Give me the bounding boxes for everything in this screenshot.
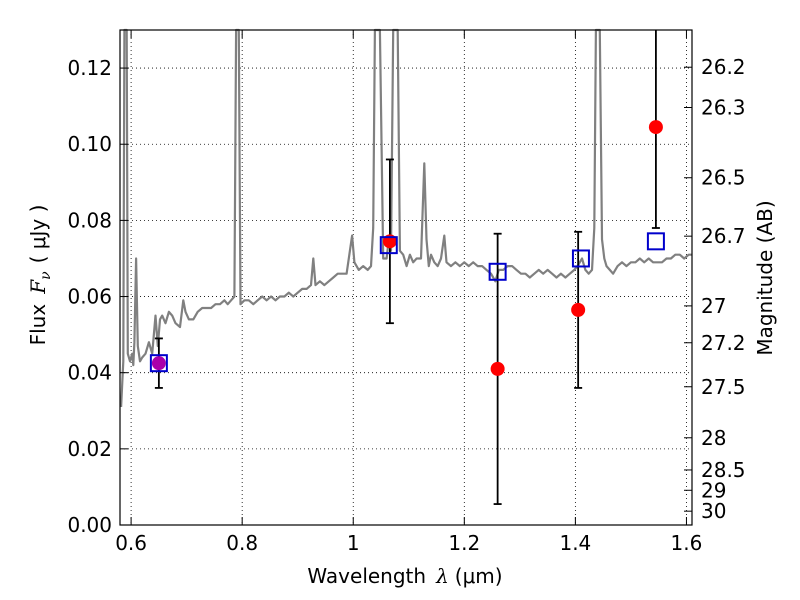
observed-point bbox=[490, 361, 505, 376]
y-tick-label: 0.02 bbox=[67, 437, 112, 461]
magnitude-tick-label: 27.5 bbox=[701, 375, 746, 399]
model-photometry-square bbox=[571, 249, 590, 268]
grid bbox=[120, 30, 692, 526]
y-axis-label-prefix: Flux bbox=[26, 304, 50, 346]
magnitude-tick-label: 28.5 bbox=[701, 458, 746, 482]
model-photometry-layer bbox=[149, 232, 665, 373]
y-axis-label: Flux Fν ( μJy ) bbox=[26, 205, 54, 346]
magnitude-tick-label: 28 bbox=[701, 426, 726, 450]
y-axis-ticks: 0.00 0.02 0.04 0.06 0.08 0.10 0.12 bbox=[67, 56, 128, 537]
y-tick-label: 0.00 bbox=[67, 513, 112, 537]
magnitude-tick-label: 27.2 bbox=[701, 331, 746, 355]
observed-points-layer bbox=[151, 120, 663, 376]
y-tick-label: 0.04 bbox=[67, 361, 112, 385]
magnitude-tick-label: 26.7 bbox=[701, 224, 746, 248]
y-axis-label-symbol: F bbox=[26, 279, 50, 295]
y-axis-label-units: ( μJy ) bbox=[26, 205, 50, 264]
observed-point bbox=[648, 120, 663, 135]
model-photometry-square bbox=[488, 262, 507, 281]
magnitude-tick-label: 30 bbox=[701, 499, 726, 523]
magnitude-tick-label: 26.2 bbox=[701, 55, 746, 79]
x-axis-label-prefix: Wavelength bbox=[307, 564, 426, 588]
observed-point bbox=[151, 356, 166, 371]
model-photometry-square bbox=[646, 232, 665, 251]
plot-frame bbox=[119, 29, 693, 526]
observed-point bbox=[571, 302, 586, 317]
x-axis-label-symbol: λ bbox=[435, 564, 449, 588]
x-axis-ticks: 0.6 0.8 1 1.2 1.4 1.6 bbox=[115, 30, 702, 555]
model-spectrum-layer bbox=[120, 28, 692, 408]
x-tick-label: 0.6 bbox=[115, 531, 147, 555]
model-spectrum-line bbox=[120, 28, 692, 408]
magnitude-tick-label: 27 bbox=[701, 294, 726, 318]
y-tick-label: 0.12 bbox=[67, 56, 112, 80]
x-tick-label: 1 bbox=[347, 531, 360, 555]
magnitude-tick-label: 29 bbox=[701, 478, 726, 502]
model-photometry-square bbox=[379, 236, 398, 255]
y-tick-label: 0.10 bbox=[67, 132, 112, 156]
x-tick-label: 1.6 bbox=[671, 531, 703, 555]
magnitude-tick-label: 26.5 bbox=[701, 166, 746, 190]
x-tick-label: 1.4 bbox=[559, 531, 591, 555]
model-photometry-square bbox=[149, 354, 168, 373]
x-axis-label: Wavelength λ (μm) bbox=[307, 564, 502, 588]
x-tick-label: 0.8 bbox=[226, 531, 258, 555]
y-axis-label-subscript: ν bbox=[38, 271, 54, 280]
y-tick-label: 0.08 bbox=[67, 208, 112, 232]
x-tick-label: 1.2 bbox=[448, 531, 480, 555]
magnitude-axis-label: Magnitude (AB) bbox=[753, 200, 777, 355]
x-axis-label-units: (μm) bbox=[455, 564, 503, 588]
magnitude-tick-label: 26.3 bbox=[701, 95, 746, 119]
y-tick-label: 0.06 bbox=[67, 285, 112, 309]
